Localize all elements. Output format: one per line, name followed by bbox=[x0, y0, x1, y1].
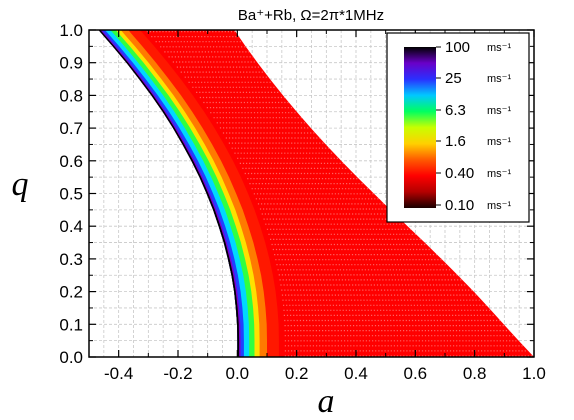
y-tick-label: 0.7 bbox=[59, 119, 83, 138]
colorbar-label-value: 25 bbox=[445, 70, 462, 87]
x-tick-label: 0.2 bbox=[285, 364, 309, 383]
x-tick-label: 1.0 bbox=[522, 364, 546, 383]
colorbar-label-value: 0.40 bbox=[445, 165, 474, 182]
y-tick-label: 0.1 bbox=[59, 315, 83, 334]
colorbar-label-unit: ms⁻¹ bbox=[487, 136, 511, 148]
y-tick-label: 0.8 bbox=[59, 86, 83, 105]
colorbar bbox=[404, 47, 436, 208]
chart-title: Ba⁺+Rb, Ω=2π*1MHz bbox=[238, 7, 384, 24]
x-tick-label: 0.0 bbox=[226, 364, 250, 383]
x-tick-label: -0.4 bbox=[104, 364, 133, 383]
y-tick-label: 0.9 bbox=[59, 54, 83, 73]
colorbar-label-unit: ms⁻¹ bbox=[487, 42, 511, 54]
colorbar-label-unit: ms⁻¹ bbox=[487, 200, 511, 212]
colorbar-legend: 100 ms⁻¹ 25 ms⁻¹ 6.3 ms⁻¹ 1.6 ms⁻¹ 0.40 ms⁻¹ 0.10 m… bbox=[386, 32, 530, 223]
x-tick-label: 0.4 bbox=[344, 364, 368, 383]
y-tick-label: 0.4 bbox=[59, 217, 83, 236]
colorbar-label-value: 0.10 bbox=[445, 197, 474, 214]
colorbar-label-unit: ms⁻¹ bbox=[487, 73, 511, 85]
x-tick-label: 0.8 bbox=[463, 364, 487, 383]
y-tick-label: 0.6 bbox=[59, 152, 83, 171]
x-axis-label: a bbox=[318, 383, 335, 420]
colorbar-label-unit: ms⁻¹ bbox=[487, 168, 511, 180]
y-tick-label: 0.0 bbox=[59, 348, 83, 367]
y-tick-label: 0.3 bbox=[59, 250, 83, 269]
y-tick-label: 0.2 bbox=[59, 283, 83, 302]
y-tick-label: 1.0 bbox=[59, 21, 83, 40]
x-tick-label: -0.2 bbox=[163, 364, 192, 383]
colorbar-label-unit: ms⁻¹ bbox=[487, 105, 511, 117]
x-tick-label: 0.6 bbox=[404, 364, 428, 383]
axis-ticks: -0.4 -0.2 0.0 0.2 0.4 0.6 0.8 1.0 0.0 0.1 0.2 0.3 0.… bbox=[59, 21, 545, 383]
colorbar-label-value: 100 bbox=[445, 39, 470, 56]
colorbar-label-value: 1.6 bbox=[445, 133, 466, 150]
colorbar-label-value: 6.3 bbox=[445, 102, 466, 119]
y-axis-label: q bbox=[12, 166, 29, 203]
y-tick-label: 0.5 bbox=[59, 185, 83, 204]
